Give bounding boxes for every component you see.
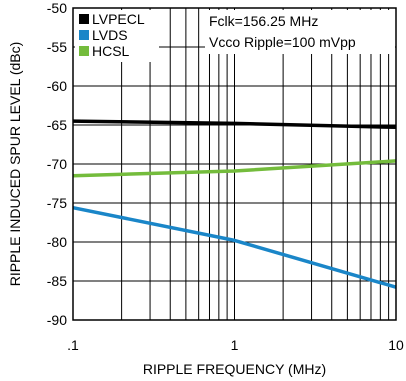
x-tick-label: 10 [388, 337, 404, 353]
tick-labels: -50 -55 -60 -65 -70 -75 -80 -85 -90.1 1 10 [47, 0, 404, 353]
x-axis-label: RIPPLE FREQUENCY (MHz) [143, 361, 326, 377]
y-tick-label: -85 [47, 273, 67, 289]
y-tick-label: -55 [47, 39, 67, 55]
annotation-background [205, 10, 395, 54]
series-line-hcsl [72, 159, 397, 178]
legend-label: LVDS [92, 27, 128, 43]
y-tick-label: -75 [47, 195, 67, 211]
plot-frame [72, 7, 397, 321]
y-tick-label: -65 [47, 117, 67, 133]
y-tick-label: -70 [47, 156, 67, 172]
annotation-box: Fclk=156.25 MHz Vcco Ripple=100 mVpp [205, 10, 395, 54]
grid [73, 8, 396, 320]
y-tick-label: -90 [47, 312, 67, 328]
series-line-lvds [72, 205, 397, 289]
legend-swatch [79, 46, 89, 56]
legend-label: HCSL [92, 43, 130, 59]
legend-swatch [79, 30, 89, 40]
x-tick-label: 1 [231, 337, 239, 353]
annotation-line: Vcco Ripple=100 mVpp [209, 34, 356, 50]
y-tick-label: -80 [47, 234, 67, 250]
x-tick-label: .1 [67, 337, 79, 353]
legend-swatch [79, 14, 89, 24]
y-axis-label: RIPPLE INDUCED SPUR LEVEL (dBc) [7, 42, 23, 287]
annotation-line: Fclk=156.25 MHz [209, 13, 318, 29]
y-tick-label: -50 [47, 0, 67, 16]
y-tick-label: -60 [47, 78, 67, 94]
series-lines [72, 119, 397, 289]
legend-label: LVPECL [92, 11, 145, 27]
series-line-lvpecl [72, 119, 397, 130]
